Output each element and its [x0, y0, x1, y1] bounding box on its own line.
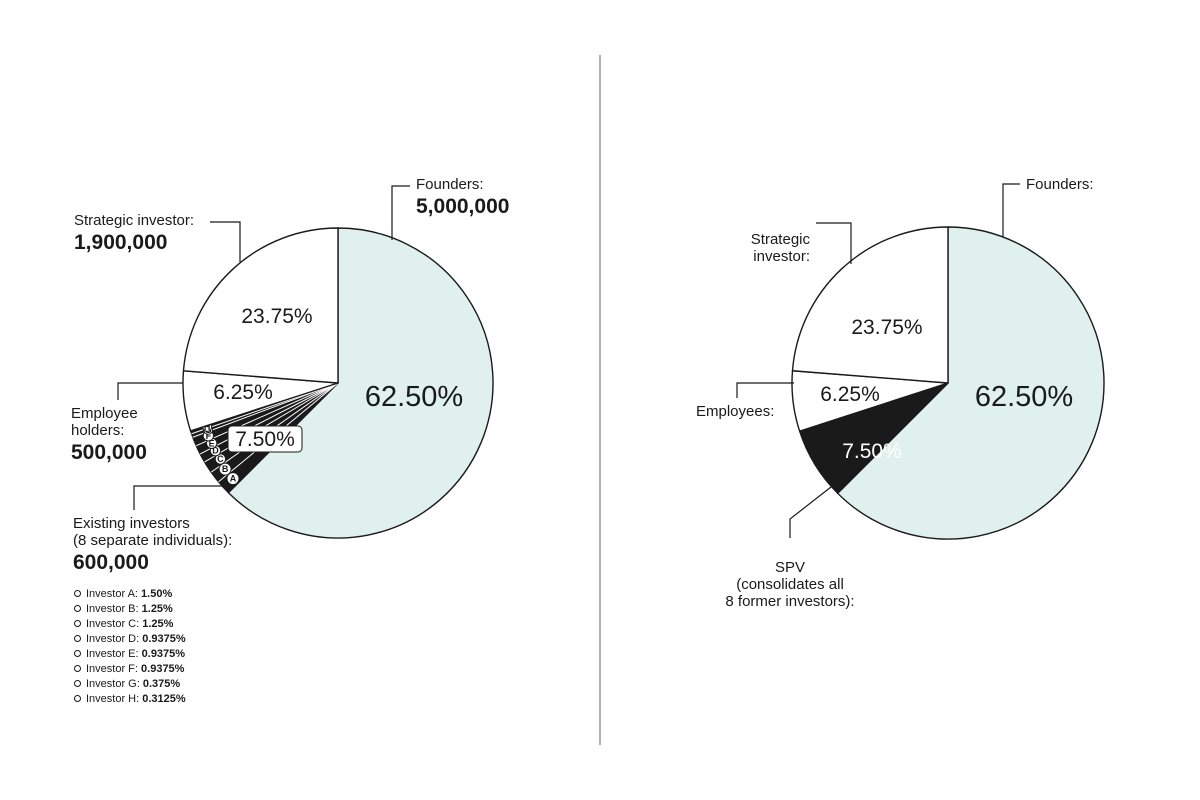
investor-badge-A [226, 472, 240, 486]
right-founders-label: Founders: [1026, 176, 1094, 193]
pct-label-0-existing: 7.50% [235, 428, 295, 451]
sub-slice-divider [192, 382, 339, 438]
investor-list-item: Investor H: 0.3125% [74, 692, 186, 707]
investor-badge-text-F: F [206, 431, 212, 441]
leader-line-left-existing [133, 485, 228, 510]
sub-slice-divider [196, 382, 339, 447]
left-founders-value: 5,000,000 [416, 195, 510, 218]
left-strategic-value: 1,900,000 [74, 231, 168, 254]
right-founders-name: Founders: [1026, 176, 1094, 193]
sub-slice-divider [199, 382, 339, 455]
investor-badge-B [218, 462, 232, 476]
left-employees-name: Employee holders: [71, 405, 138, 439]
pct-box-0-existing [227, 425, 303, 453]
right-employees-name: Employees: [696, 403, 775, 420]
leader-line-right-spv [789, 486, 832, 538]
bullet-icon [74, 695, 81, 702]
bullet-icon [74, 620, 81, 627]
investor-badge-text-E: E [209, 438, 215, 448]
right-strategic-name: Strategic investor: [750, 231, 810, 265]
bullet-icon [74, 650, 81, 657]
investor-list-item: Investor D: 0.9375% [74, 632, 186, 647]
bullet-icon [74, 680, 81, 687]
pie-slice-0-strategic [182, 227, 339, 384]
bullet-icon [74, 605, 81, 612]
left-strategic-name: Strategic investor: [74, 212, 195, 229]
left-founders-name: Founders: [416, 176, 484, 193]
investor-badge-text-C: C [217, 454, 224, 464]
pct-label-1-strategic: 23.75% [851, 316, 922, 339]
leader-line-left-employees [117, 382, 183, 400]
right-strategic-label: Strategic investor: [720, 214, 810, 265]
pct-label-0-founders: 62.50% [365, 381, 463, 413]
pie-slice-0-founders [227, 227, 494, 539]
investor-list-item: Investor F: 0.9375% [74, 662, 186, 677]
pct-label-1-founders: 62.50% [975, 381, 1073, 413]
pct-label-1-employees: 6.25% [820, 383, 880, 406]
investor-badge-text-D: D [212, 446, 219, 456]
sub-slice-divider [204, 382, 339, 463]
left-employees-value: 500,000 [71, 441, 147, 464]
left-existing-label: Existing investors (8 separate individua… [73, 515, 232, 575]
pie-slice-1-founders [836, 226, 1105, 540]
investor-list-item: Investor E: 0.9375% [74, 647, 186, 662]
pct-label-0-employees: 6.25% [213, 381, 273, 404]
leader-line-right-founders [1002, 183, 1020, 237]
bullet-icon [74, 590, 81, 597]
investor-list-item: Investor G: 0.375% [74, 677, 186, 692]
investor-list-item: Investor A: 1.50% [74, 587, 186, 602]
leader-line-left-strategic [210, 221, 241, 262]
right-spv-label: SPV (consolidates all 8 former investors… [700, 542, 880, 610]
left-employees-label: Employee holders: 500,000 [71, 405, 147, 465]
left-strategic-label: Strategic investor: 1,900,000 [74, 212, 194, 255]
investor-badge-C [214, 453, 227, 465]
investor-badge-text-H: H [204, 422, 211, 432]
investor-badge-text-B: B [222, 464, 229, 474]
investor-list: Investor A: 1.50% Investor B: 1.25% Inve… [74, 587, 186, 707]
pct-label-1-spv: 7.50% [842, 440, 902, 463]
left-existing-name: Existing investors (8 separate individua… [73, 515, 233, 549]
investor-list-item: Investor B: 1.25% [74, 602, 186, 617]
right-employees-label: Employees: [696, 403, 774, 420]
pie-slice-1-strategic [791, 226, 949, 384]
investor-list-item: Investor C: 1.25% [74, 617, 186, 632]
right-spv-name: SPV (consolidates all 8 former investors… [725, 559, 855, 610]
left-founders-label: Founders: 5,000,000 [416, 176, 509, 219]
investor-badge-text-A: A [230, 474, 237, 484]
bullet-icon [74, 635, 81, 642]
leader-line-right-strategic [816, 222, 852, 264]
left-existing-value: 600,000 [73, 551, 149, 574]
pct-label-0-strategic: 23.75% [241, 305, 312, 328]
leader-line-left-founders [391, 185, 410, 240]
leader-line-right-employees [736, 382, 794, 398]
bullet-icon [74, 665, 81, 672]
